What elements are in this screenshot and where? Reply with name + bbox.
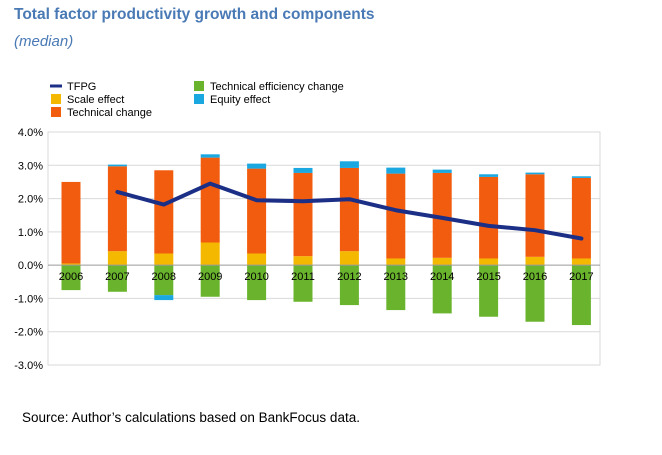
y-tick-label: -3.0% <box>14 360 43 372</box>
bar-technical-efficiency-change <box>432 265 452 314</box>
y-tick-label: 3.0% <box>18 160 43 172</box>
bar-equity-effect <box>571 176 591 178</box>
y-tick-label: 4.0% <box>18 127 43 139</box>
legend-label-tfpg: TFPG <box>67 81 96 93</box>
chart-subtitle: (median) <box>14 33 74 50</box>
bar-technical-change <box>293 172 313 257</box>
bar-technical-efficiency-change <box>107 265 127 292</box>
bar-equity-effect <box>200 154 220 158</box>
bar-technical-change <box>154 170 174 254</box>
plot-area-frame <box>47 131 601 366</box>
bar-technical-efficiency-change <box>247 265 267 301</box>
x-tick-label: 2012 <box>337 271 361 283</box>
bar-technical-change <box>339 167 359 252</box>
bar-scale-effect <box>247 253 267 266</box>
legend-label-technical-change: Technical change <box>67 107 152 119</box>
bar-technical-change <box>525 174 545 257</box>
x-tick-label: 2014 <box>430 271 454 283</box>
bar-equity-effect <box>154 295 174 301</box>
x-tick-label: 2015 <box>476 271 500 283</box>
bar-technical-efficiency-change <box>293 265 313 302</box>
bar-technical-efficiency-change <box>200 265 220 297</box>
bar-scale-effect <box>339 251 359 266</box>
bar-scale-effect <box>61 263 81 266</box>
bar-technical-change <box>61 181 81 264</box>
x-tick-labels: 2006 2007 2008 2009 2010 2011 2012 2013 2014 2015… <box>59 271 594 283</box>
bar-scale-effect <box>479 258 499 266</box>
x-tick-label: 2009 <box>198 271 222 283</box>
y-tick-label: -1.0% <box>14 293 43 305</box>
bar-equity-effect <box>386 167 406 174</box>
bars <box>61 154 591 326</box>
legend-swatch-scale-effect <box>51 94 61 104</box>
legend-label-equity-effect: Equity effect <box>210 94 270 106</box>
bar-scale-effect <box>386 258 406 266</box>
y-tick-label: 2.0% <box>18 194 43 206</box>
x-tick-label: 2006 <box>59 271 83 283</box>
bar-equity-effect <box>525 172 545 175</box>
bar-scale-effect <box>525 256 545 266</box>
bar-technical-change <box>200 157 220 243</box>
legend-label-technical-efficiency-change: Technical efficiency change <box>210 81 344 93</box>
x-tick-label: 2007 <box>105 271 129 283</box>
y-tick-label: 0.0% <box>18 260 43 272</box>
bar-scale-effect <box>200 242 220 266</box>
bar-equity-effect <box>432 169 452 173</box>
chart-title: Total factor productivity growth and com… <box>14 6 375 23</box>
y-tick-label: 1.0% <box>18 227 43 239</box>
bar-scale-effect <box>293 256 313 266</box>
legend-swatch-technical-change <box>51 107 61 117</box>
bar-technical-change <box>571 177 591 259</box>
bar-technical-efficiency-change <box>386 265 406 311</box>
bar-technical-efficiency-change <box>154 265 174 296</box>
legend-label-scale-effect: Scale effect <box>67 94 124 106</box>
source-note: Source: Author’s calculations based on B… <box>22 410 360 425</box>
bar-scale-effect <box>432 257 452 266</box>
x-tick-label: 2011 <box>291 271 315 283</box>
bar-technical-change <box>432 172 452 258</box>
bar-equity-effect <box>339 161 359 168</box>
bar-technical-efficiency-change <box>479 265 499 317</box>
bar-technical-change <box>386 173 406 259</box>
bar-technical-change <box>479 176 499 259</box>
tfpg-line-group <box>115 181 584 241</box>
bar-scale-effect <box>154 253 174 266</box>
legend-swatch-equity-effect <box>194 94 204 104</box>
x-tick-label: 2016 <box>523 271 547 283</box>
x-tick-label: 2017 <box>569 271 593 283</box>
x-tick-label: 2008 <box>152 271 176 283</box>
bar-technical-efficiency-change <box>571 265 591 326</box>
bar-technical-efficiency-change <box>525 265 545 322</box>
bar-equity-effect <box>107 164 127 167</box>
x-tick-label: 2013 <box>384 271 408 283</box>
bar-scale-effect <box>571 258 591 266</box>
bar-technical-change <box>247 168 267 254</box>
bar-technical-efficiency-change <box>61 265 81 291</box>
bar-technical-efficiency-change <box>339 265 359 306</box>
bar-equity-effect <box>479 174 499 177</box>
bar-scale-effect <box>107 251 127 266</box>
tfpg-line <box>115 181 584 241</box>
bar-equity-effect <box>293 167 313 173</box>
bar-equity-effect <box>247 163 267 169</box>
y-tick-label: -2.0% <box>14 327 43 339</box>
bar-technical-change <box>107 166 127 252</box>
x-tick-label: 2010 <box>244 271 268 283</box>
legend-swatch-technical-efficiency-change <box>194 81 204 91</box>
y-tick-labels: -3.0% -2.0% -1.0% 0.0% 1.0% 2.0% 3.0% 4.0% <box>14 127 43 372</box>
gridlines <box>48 164 600 333</box>
